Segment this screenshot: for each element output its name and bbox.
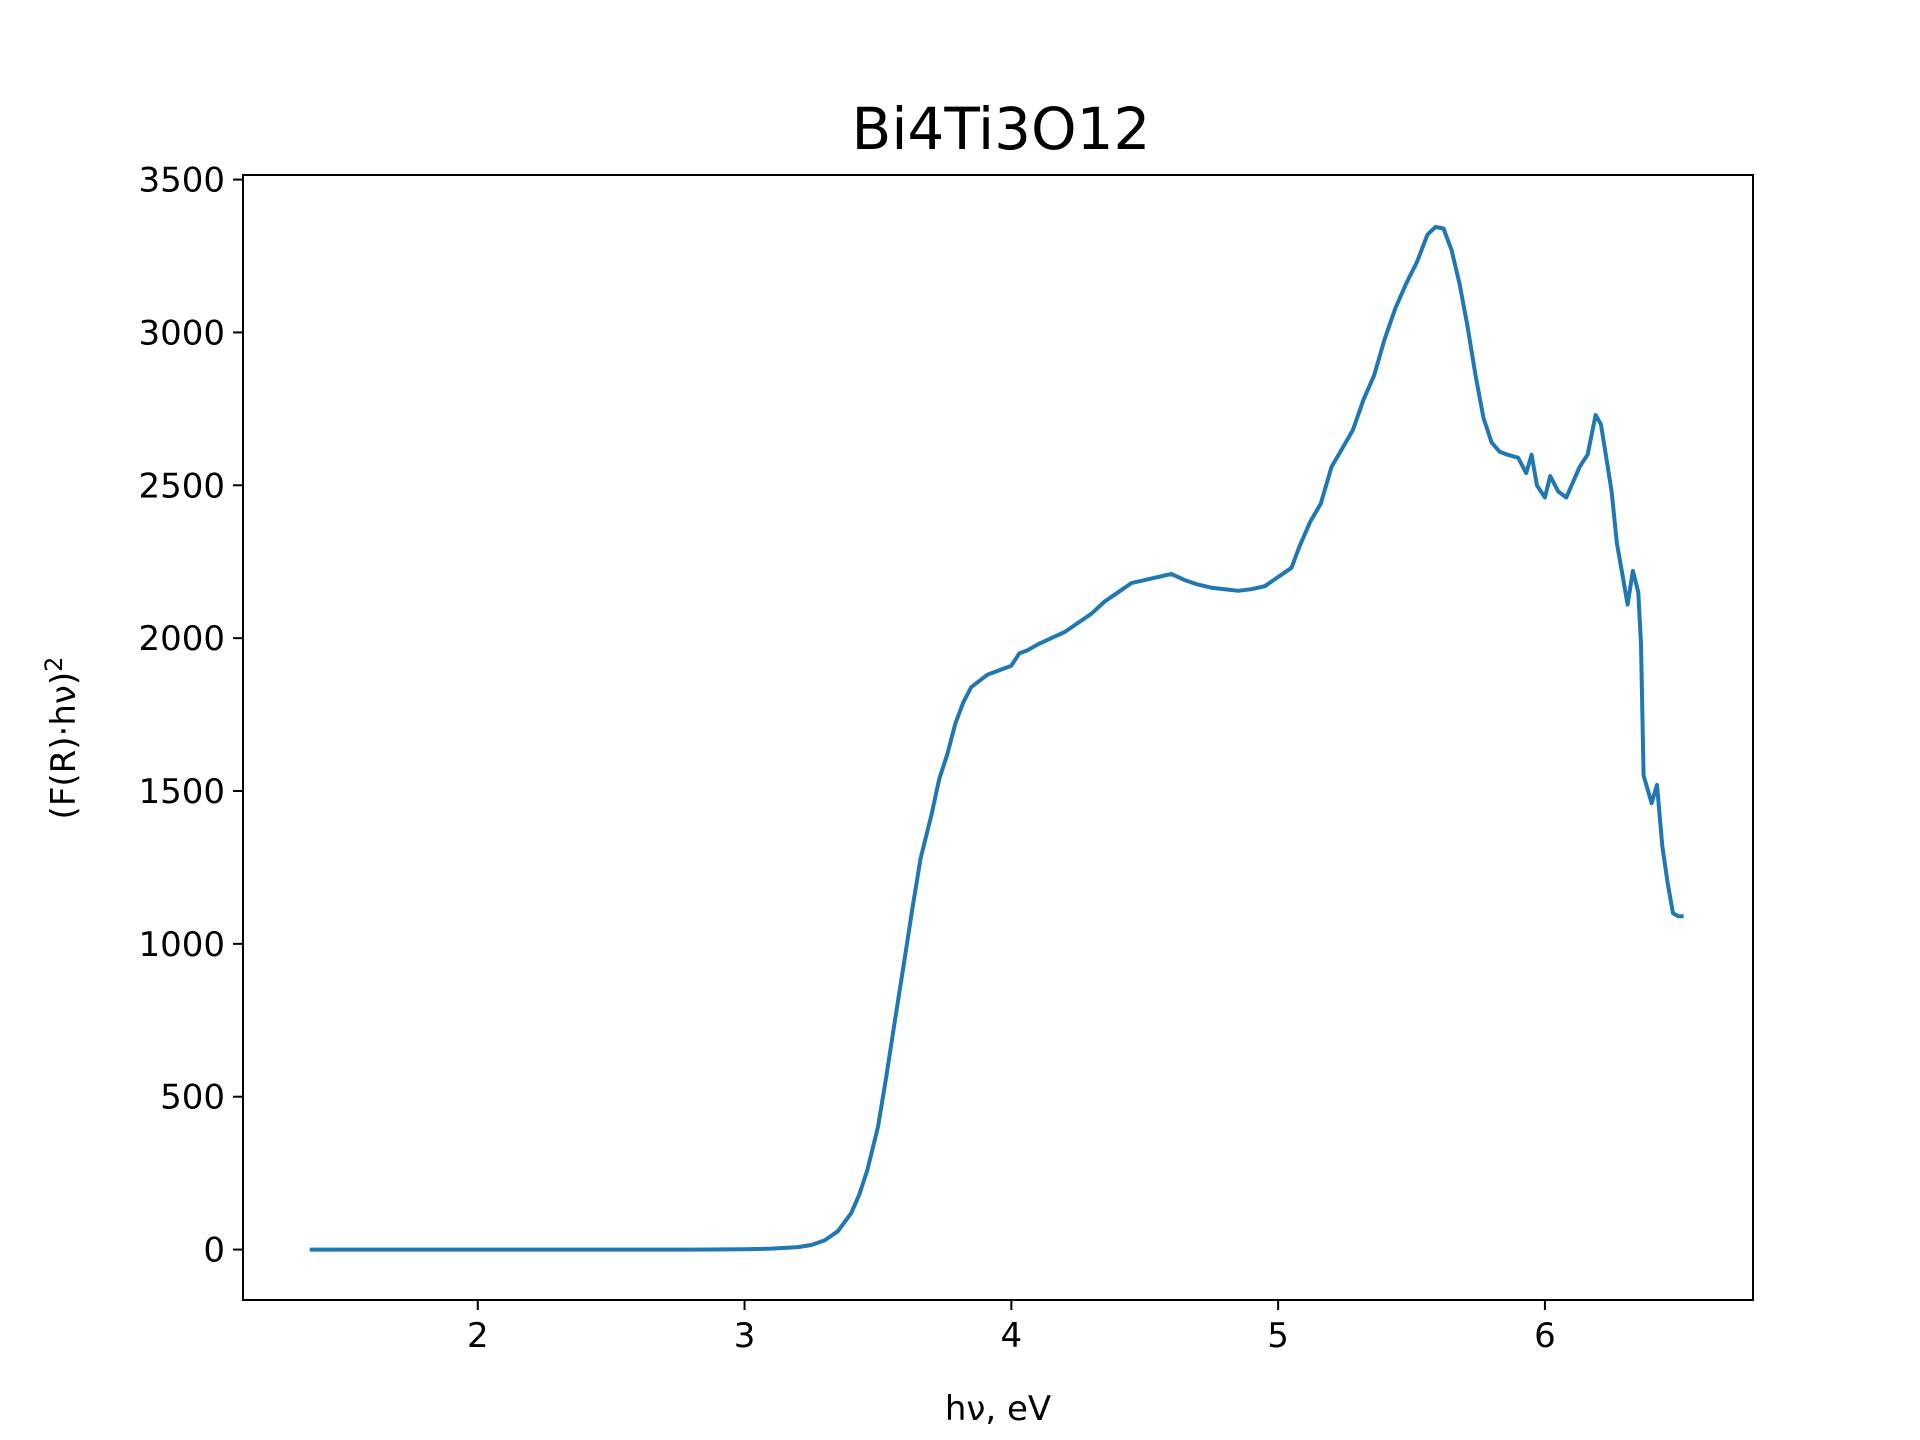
- x-tick-label: 4: [1001, 1316, 1023, 1356]
- y-tick-label: 3500: [138, 161, 225, 201]
- x-tick-label: 2: [467, 1316, 489, 1356]
- series-line: [309, 225, 1684, 1252]
- axes-frame: [242, 174, 1754, 1301]
- x-tick-label: 5: [1267, 1316, 1289, 1356]
- y-tick-label: 500: [160, 1078, 225, 1118]
- y-axis-label-base: (F(R)·hν): [44, 672, 84, 820]
- y-axis-label-exponent: 2: [40, 657, 68, 672]
- x-tick-label: 6: [1534, 1316, 1556, 1356]
- y-tick-label: 3000: [138, 313, 225, 353]
- x-tick-label: 3: [734, 1316, 756, 1356]
- y-tick-label: 0: [203, 1231, 225, 1271]
- plot-area: [309, 225, 1684, 1252]
- chart-title: Bi4Ti3O12: [852, 95, 1151, 163]
- y-axis-label: (F(R)·hν)2: [40, 657, 84, 820]
- y-axis: 0 500 1000 1500 2000 2500 3000 3500: [138, 161, 243, 1271]
- x-axis: 2 3 4 5 6: [467, 1300, 1556, 1356]
- y-tick-label: 2500: [138, 466, 225, 506]
- y-tick-label: 1500: [138, 772, 225, 812]
- y-tick-label: 1000: [138, 925, 225, 965]
- y-tick-label: 2000: [138, 619, 225, 659]
- x-axis-label: hν, eV: [945, 1389, 1051, 1429]
